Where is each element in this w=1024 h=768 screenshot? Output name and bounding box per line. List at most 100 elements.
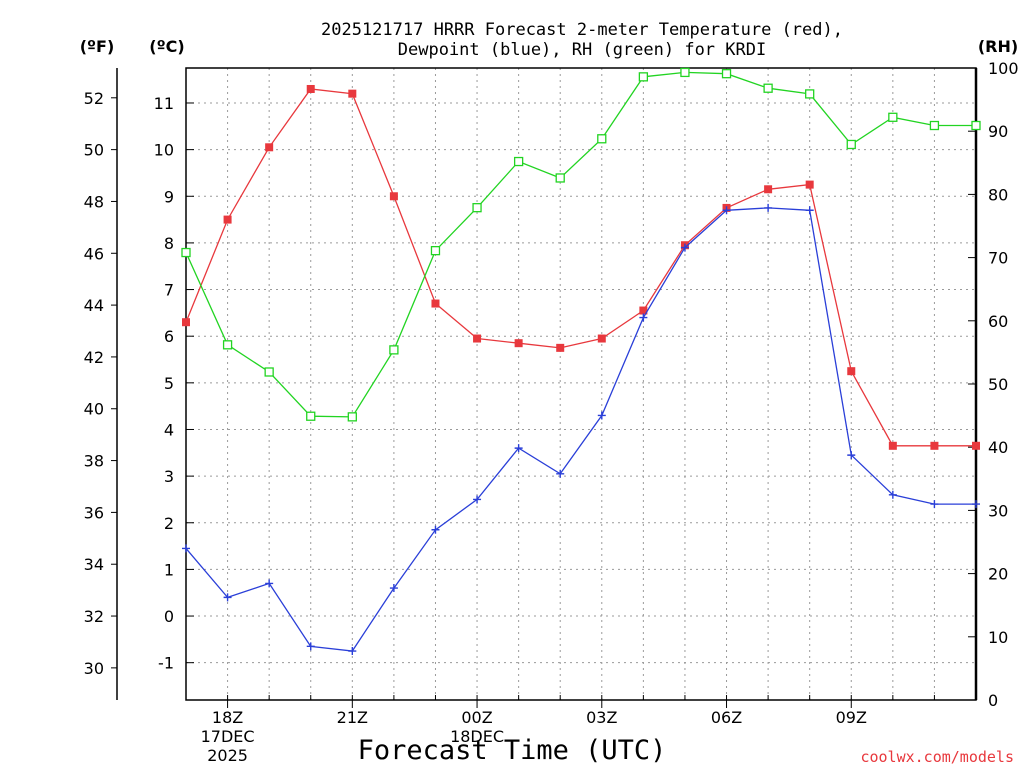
rh-tick-label: 100	[988, 59, 1019, 78]
rh-tick-label: 0	[988, 691, 998, 710]
f-tick-label: 38	[84, 452, 104, 471]
dewpoint-point	[556, 469, 565, 478]
dewpoint-point	[348, 647, 357, 656]
c-tick-label: 4	[164, 420, 174, 439]
rh-point	[680, 67, 690, 78]
labels: -101234567891011303234363840424446485052…	[80, 20, 1019, 766]
dewpoint-point	[972, 500, 980, 509]
temperature-point	[972, 441, 980, 450]
dewpoint-point	[597, 411, 606, 420]
dewpoint-point	[431, 525, 440, 534]
f-tick-label: 42	[84, 348, 104, 367]
temperature-point	[265, 143, 274, 152]
temperature-point	[348, 89, 357, 98]
c-tick-label: 5	[164, 374, 174, 393]
rh-tick-label: 30	[988, 501, 1008, 520]
temperature-point	[389, 192, 398, 201]
dewpoint-point	[722, 206, 731, 215]
rh-point	[222, 340, 233, 350]
dewpoint-point	[265, 579, 274, 588]
rh-point	[181, 247, 191, 258]
dewpoint-line	[185, 207, 976, 652]
dewpoint-point	[473, 495, 482, 504]
rh-point	[971, 120, 981, 131]
temperature-point	[847, 367, 856, 376]
rh-series	[181, 67, 981, 422]
rh-point	[513, 156, 524, 167]
dewpoint-point	[847, 451, 856, 460]
plot-frame	[185, 67, 977, 701]
f-tick-label: 44	[84, 296, 104, 315]
x-tick-label: 00Z	[461, 708, 492, 727]
rh-point	[306, 411, 316, 421]
dewpoint-point	[888, 490, 897, 499]
rh-tick-label: 40	[988, 438, 1008, 457]
rh-point	[888, 112, 898, 122]
c-tick-label: 0	[164, 607, 174, 626]
rh-tick-label: 80	[988, 185, 1008, 204]
f-tick-label: 40	[84, 400, 104, 419]
f-tick-label: 48	[84, 192, 104, 211]
temperature-point	[888, 441, 897, 450]
c-tick-label: 8	[164, 234, 174, 253]
rh-tick-label: 20	[988, 565, 1008, 584]
unit-label-rh: (RH)	[978, 37, 1018, 56]
dewpoint-series	[182, 203, 980, 656]
x-tick-date: 18DEC	[450, 727, 504, 746]
temperature-point	[930, 441, 939, 450]
f-tick-label: 46	[84, 244, 104, 263]
f-tick-label: 32	[84, 607, 104, 626]
temperature-point	[514, 339, 523, 348]
unit-label-c: (ºC)	[149, 37, 184, 56]
rh-tick-label: 50	[988, 375, 1008, 394]
rh-point	[347, 412, 357, 422]
f-tick-label: 36	[84, 503, 104, 522]
rh-point	[846, 139, 856, 150]
dewpoint-point	[930, 500, 939, 509]
rh-tick-label: 60	[988, 312, 1008, 331]
c-tick-label: 10	[154, 141, 174, 160]
temperature-line	[185, 88, 976, 447]
dewpoint-point	[764, 203, 773, 212]
x-tick-label: 18Z	[212, 708, 243, 727]
chart-title-line1: 2025121717 HRRR Forecast 2-meter Tempera…	[321, 20, 843, 40]
rh-point	[264, 367, 274, 377]
temperature-point	[182, 318, 190, 327]
dewpoint-point	[182, 544, 190, 553]
rh-point	[430, 245, 441, 256]
rh-point	[805, 89, 815, 99]
f-tick-label: 52	[84, 89, 104, 108]
rh-tick-label: 70	[988, 249, 1008, 268]
c-tick-label: 1	[164, 560, 174, 579]
rh-point	[638, 72, 649, 82]
temperature-point	[223, 215, 232, 224]
unit-label-f: (ºF)	[80, 37, 115, 56]
c-tick-label: 2	[164, 514, 174, 533]
dewpoint-point	[639, 313, 648, 322]
x-axis-title: Forecast Time (UTC)	[358, 735, 667, 766]
dewpoint-point	[514, 444, 523, 453]
x-tick-label: 06Z	[711, 708, 742, 727]
series	[181, 67, 981, 656]
c-tick-label: -1	[158, 654, 174, 673]
dewpoint-point	[389, 584, 398, 593]
x-tick-year: 2025	[207, 746, 248, 765]
temperature-point	[431, 299, 440, 308]
c-tick-label: 7	[164, 281, 174, 300]
temperature-point	[805, 180, 814, 189]
temperature-point	[597, 334, 606, 343]
rh-point	[763, 83, 773, 93]
rh-tick-label: 90	[988, 122, 1008, 141]
watermark: coolwx.com/models	[860, 748, 1014, 766]
rh-point	[929, 120, 940, 131]
axes	[111, 67, 978, 708]
c-tick-label: 6	[164, 327, 174, 346]
c-tick-label: 9	[164, 187, 174, 206]
temperature-point	[473, 334, 482, 343]
temperature-point	[639, 306, 648, 315]
rh-point	[555, 173, 565, 183]
rh-point	[472, 203, 482, 213]
temperature-point	[764, 185, 773, 194]
rh-point	[721, 69, 732, 79]
